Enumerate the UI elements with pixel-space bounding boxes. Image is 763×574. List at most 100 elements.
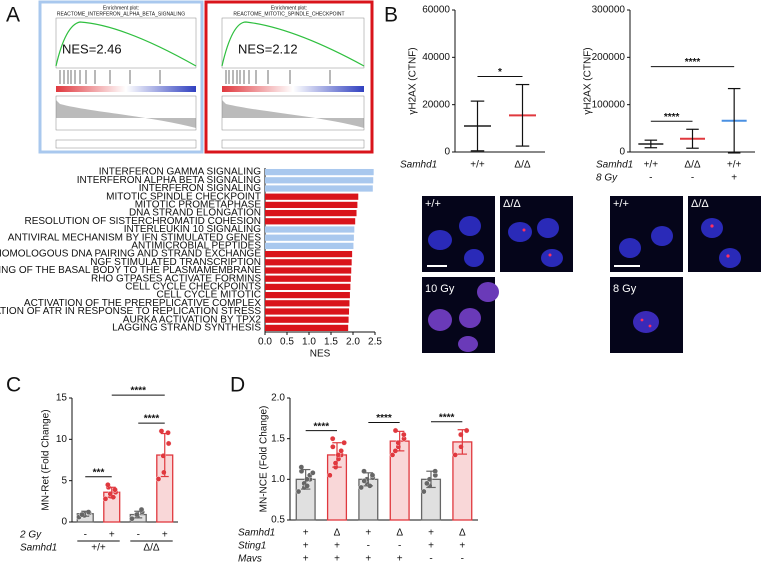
micrograph: +/+ (610, 196, 683, 272)
y-tick-label: 40000 (422, 52, 450, 63)
gsea-heading: Enrichment plot: (271, 5, 307, 11)
row-label: + (162, 530, 168, 541)
micrograph: Δ/Δ (500, 196, 573, 272)
data-point (389, 452, 396, 458)
data-point (102, 496, 109, 502)
bar (265, 267, 352, 274)
significance-label: **** (685, 57, 701, 68)
data-point (338, 448, 344, 454)
x-tick-label: 0.5 (280, 337, 294, 348)
data-point (392, 427, 399, 434)
bar (265, 193, 359, 200)
row-label: +/+ (91, 543, 106, 554)
gsea-plot: Enrichment plot: REACTOME_INTERFERON_ALP… (38, 0, 204, 154)
data-point (298, 464, 305, 470)
bar (265, 226, 355, 233)
row-label: + (365, 528, 371, 539)
y-tick-label: ACTIVATION OF ATR IN RESPONSE TO REPLICA… (0, 306, 261, 317)
panel-label: A (6, 4, 20, 27)
data-point (361, 478, 367, 484)
y-tick-label: INTERFERON SIGNALING (139, 183, 261, 194)
y-tick-label: DNA STRAND ELONGATION (129, 208, 261, 219)
bar (265, 283, 351, 291)
row-label: + (397, 554, 403, 565)
row-label: Δ/Δ (143, 543, 159, 554)
y-tick-label: 0 (619, 147, 625, 158)
data-point (424, 480, 430, 487)
gsea-plot: Enrichment plot: REACTOME_MITOTIC_SPINDL… (204, 0, 374, 154)
row-label: Δ (396, 528, 403, 539)
y-tick-label: 20000 (422, 99, 450, 110)
data-point (85, 509, 92, 515)
row-label: Δ/Δ (684, 160, 700, 171)
bar (265, 316, 349, 323)
y-tick-label: ANCHORING OF THE BASAL BODY TO THE PLASM… (0, 265, 261, 276)
row-label: - (137, 530, 140, 541)
bar (265, 209, 357, 217)
gsea-nes: NES=2.12 (238, 41, 298, 56)
y-tick-label: NGF STIMULATED TRANSCRIPTION (90, 257, 261, 268)
y-tick-label: 15 (56, 393, 68, 404)
y-tick-label: ANTIVIRAL MECHANISM BY IFN STIMULATED GE… (8, 232, 262, 243)
row-label: - (649, 173, 652, 184)
bar (265, 275, 351, 282)
data-point (155, 476, 162, 482)
significance-label: **** (376, 413, 392, 424)
row-label: - (429, 554, 432, 565)
row-label: - (367, 541, 370, 552)
row-label: + (303, 541, 309, 552)
panel-label: C (6, 374, 21, 397)
panel-label: D (230, 374, 245, 397)
significance-label: **** (439, 412, 455, 423)
gsea-heading: Enrichment plot: (103, 5, 139, 11)
row-label: + (334, 554, 340, 565)
x-tick-label: 1.0 (302, 337, 316, 348)
data-point (161, 469, 167, 476)
gsea-nes: NES=2.46 (62, 41, 122, 56)
y-tick-label: 0 (61, 517, 67, 528)
row-label: + (731, 173, 737, 184)
data-point (330, 443, 336, 450)
row-label: - (84, 530, 87, 541)
bar (265, 300, 350, 307)
row-label: + (365, 554, 371, 565)
micrograph: 8 Gy (610, 277, 683, 353)
row-label: - (398, 541, 401, 552)
x-tick-label: 0.0 (258, 337, 272, 348)
data-point (105, 481, 111, 488)
y-tick-label: 0.5 (271, 515, 285, 526)
significance-label: **** (144, 414, 160, 425)
y-tick-label: 1.5 (271, 433, 285, 444)
row-label: - (461, 554, 464, 565)
micrograph-label: +/+ (613, 198, 629, 210)
data-point (421, 488, 427, 495)
y-tick-label: INTERFERON ALPHA BETA SIGNALING (77, 175, 262, 186)
bar (265, 324, 349, 332)
row-name: 8 Gy (596, 173, 618, 184)
y-tick-label: LAGGING STRAND SYNTHESIS (112, 323, 261, 334)
x-axis-label: NES (310, 349, 331, 360)
gsea-title: REACTOME_INTERFERON_ALPHA_BETA_SIGNALING (57, 11, 185, 17)
row-name: Samhd1 (238, 528, 275, 539)
panel-label: B (384, 4, 398, 27)
row-label: +/+ (644, 160, 659, 171)
y-tick-label: HOMOLOGOUS DNA PAIRING AND STRAND EXCHAN… (0, 249, 261, 260)
row-name: Samhd1 (400, 160, 437, 171)
y-tick-label: ANTIMICROBIAL PEPTIDES (131, 241, 261, 252)
micrograph-label: 8 Gy (613, 283, 637, 295)
data-point (112, 486, 118, 493)
row-label: + (459, 541, 465, 552)
micrograph: Δ/Δ (688, 196, 761, 272)
y-tick-label: MITOTIC SPINDLE CHECKPOINT (106, 191, 261, 202)
y-tick-label: CELL CYCLE CHECKPOINTS (125, 282, 261, 293)
row-label: + (303, 554, 309, 565)
row-label: - (691, 173, 694, 184)
y-tick-label: CELL CYCLE MITOTIC (157, 290, 261, 301)
data-point (341, 439, 347, 446)
bar (265, 234, 354, 241)
y-tick-label: INTERFERON GAMMA SIGNALING (99, 167, 261, 178)
row-name: 2 Gy (19, 530, 42, 541)
y-tick-label: RESOLUTION OF SISTERCHROMATID COHESION (25, 216, 262, 227)
bar (265, 185, 373, 192)
row-label: Δ/Δ (514, 160, 530, 171)
